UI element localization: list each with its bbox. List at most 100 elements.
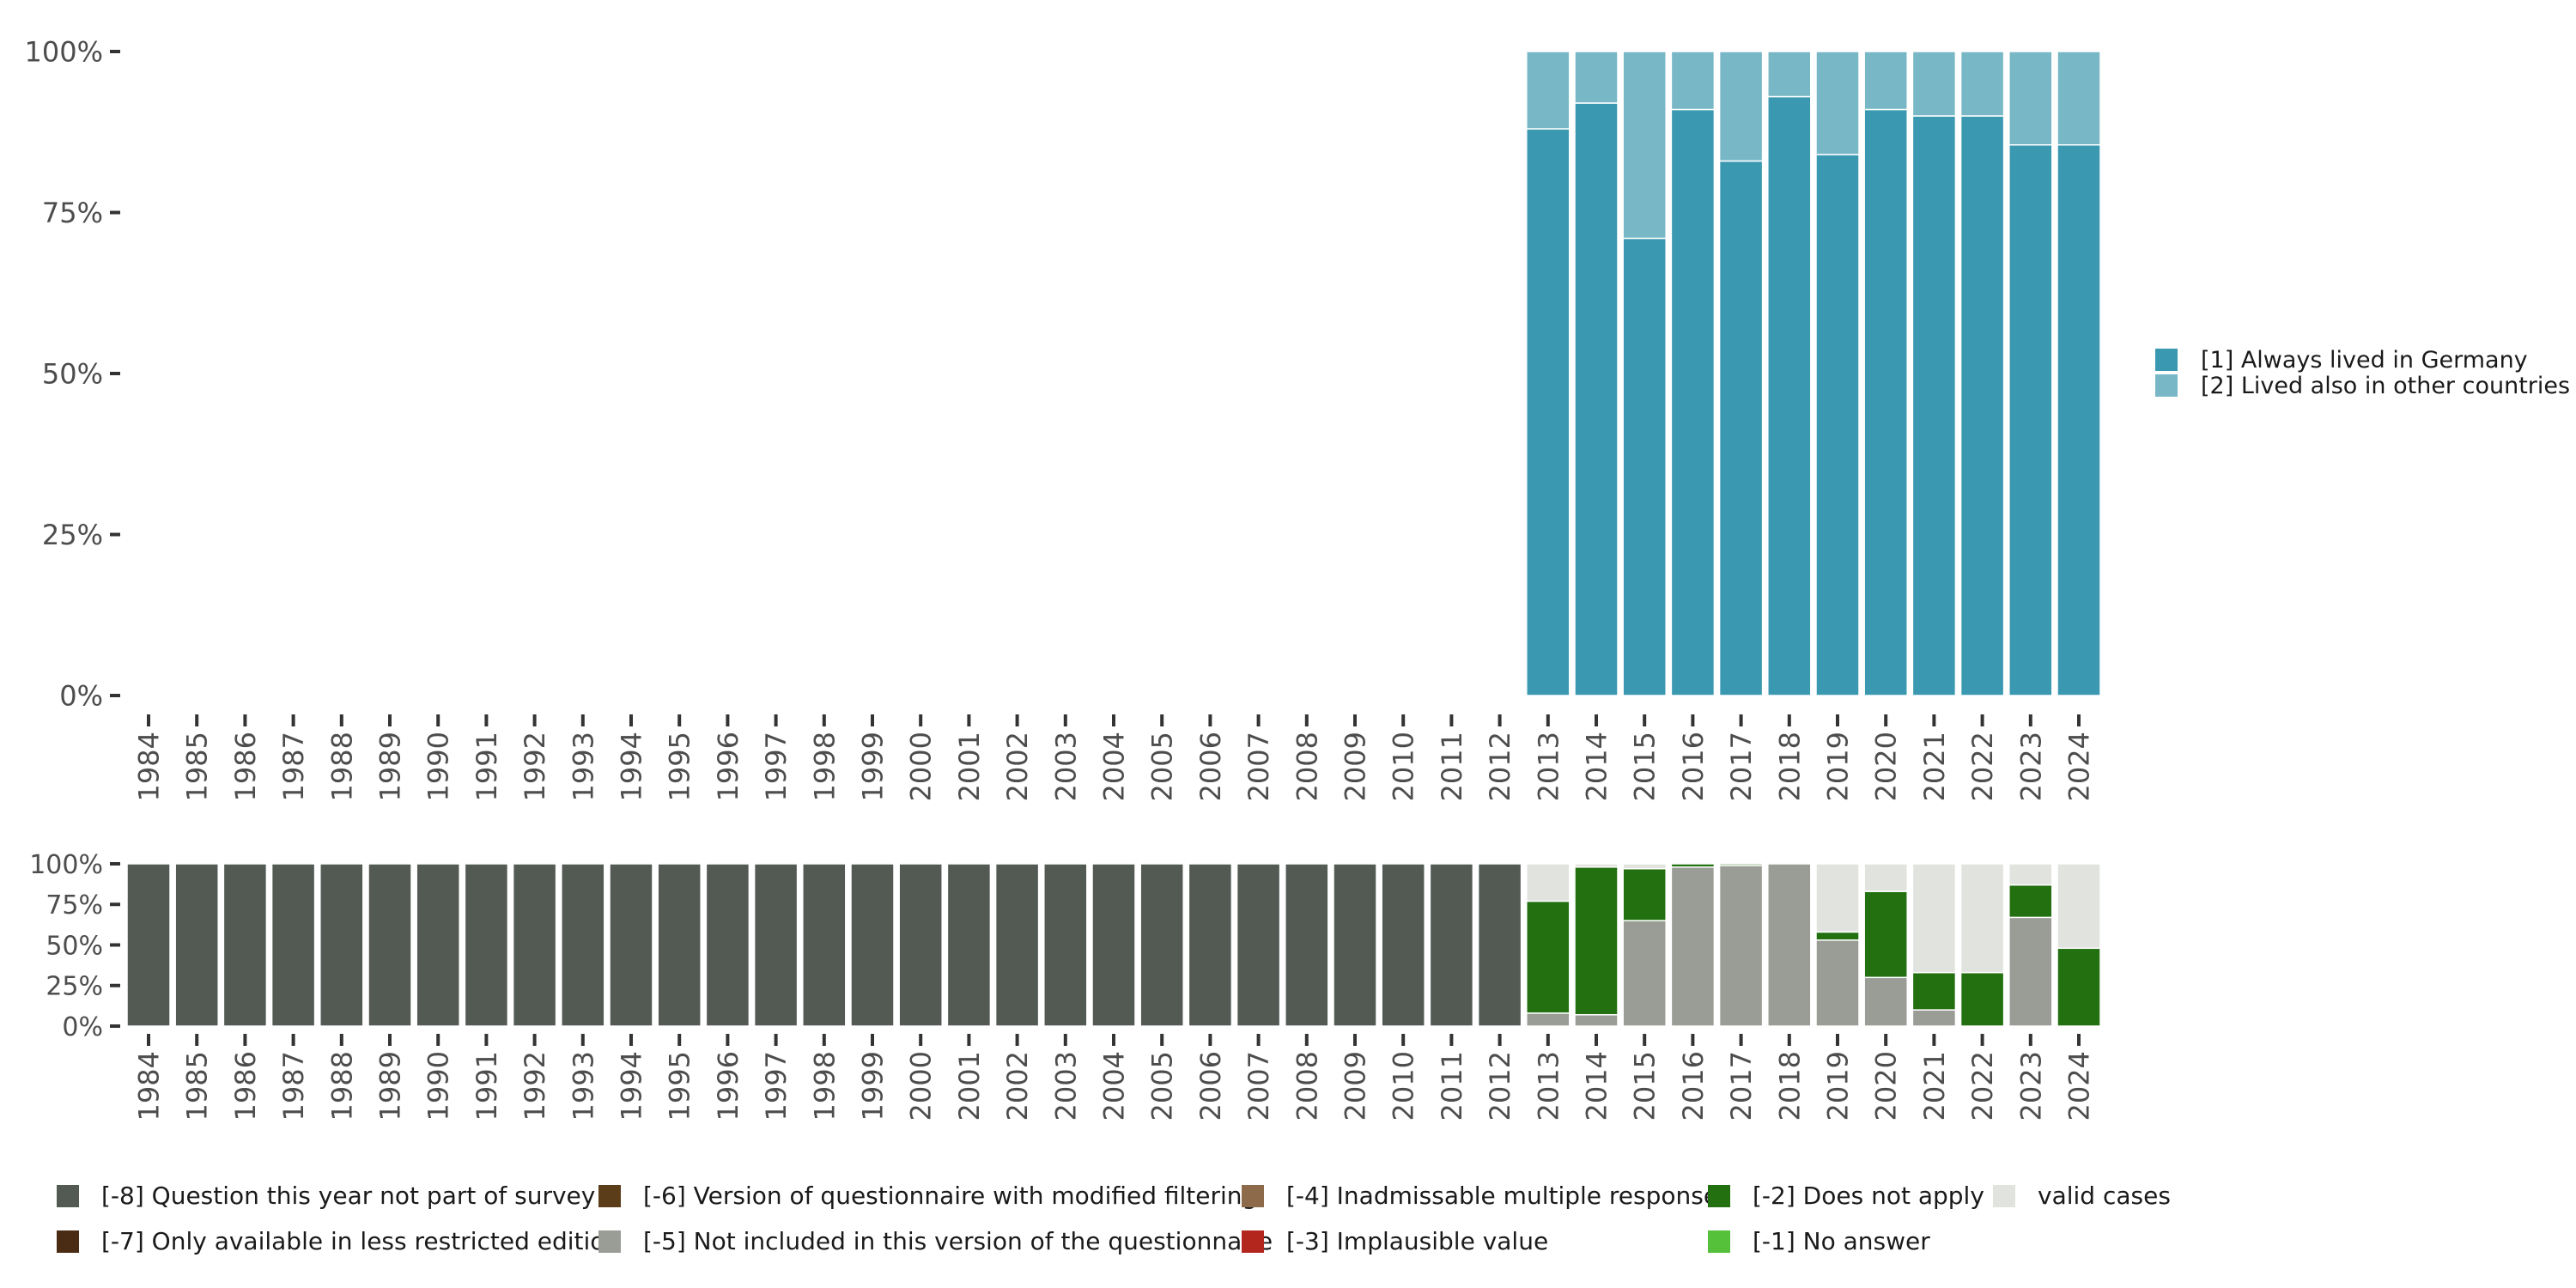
x-tick-label: 2020 (1870, 732, 1903, 801)
bar-segment (222, 863, 268, 1027)
bar-segment (1767, 95, 1812, 696)
y-tick-label: 25% (42, 519, 103, 551)
bar-segment (1285, 863, 1329, 1027)
bar-segment (1959, 115, 2005, 696)
x-tick-label: 1984 (133, 732, 166, 801)
bar-segment (1574, 51, 1619, 104)
legend-label: [2] Lived also in other countries (2201, 373, 2570, 399)
bar-segment (1622, 867, 1667, 921)
legend-label: valid cases (2038, 1182, 2171, 1210)
bar-segment (1670, 863, 1716, 868)
bar-segment (1622, 51, 1667, 240)
bar-segment (1526, 1012, 1571, 1027)
x-tick-label: 1986 (229, 1051, 262, 1121)
x-tick-label: 1994 (616, 732, 648, 801)
x-tick-label: 1990 (422, 732, 455, 801)
x-tick-label: 2011 (1436, 1051, 1468, 1121)
x-tick-label: 1998 (808, 1051, 841, 1121)
legend-swatch (1242, 1185, 1264, 1207)
x-tick-label: 2005 (1146, 732, 1179, 801)
bar-segment (464, 863, 509, 1027)
legend-label: [-5] Not included in this version of the… (643, 1227, 1273, 1255)
bar-segment (1911, 971, 1957, 1011)
x-tick-label: 1991 (471, 732, 503, 801)
bar-segment (174, 863, 219, 1027)
y-tick-label: 75% (42, 197, 103, 229)
bar-segment (802, 863, 847, 1027)
x-tick-label: 2020 (1870, 1051, 1903, 1121)
x-tick-label: 1985 (181, 732, 214, 801)
x-tick-label: 2007 (1242, 732, 1275, 801)
bar-segment (1863, 890, 1908, 979)
bar-segment (946, 863, 992, 1027)
x-tick-label: 2021 (1918, 732, 1951, 801)
bar-segment (1139, 863, 1184, 1027)
bar-segment (1670, 108, 1716, 696)
bar-segment (1670, 51, 1716, 111)
bar-segment (1091, 863, 1136, 1027)
bar-segment (1863, 976, 1908, 1027)
bar-segment (1188, 863, 1233, 1027)
x-tick-label: 1999 (857, 1051, 890, 1121)
y-tick-label: 0% (59, 680, 103, 713)
legend-swatch (598, 1185, 621, 1207)
bar-segment (1526, 863, 1571, 902)
y-tick-label: 0% (62, 1012, 103, 1042)
bar-segment (1767, 51, 1812, 98)
x-tick-label: 2018 (1773, 1051, 1806, 1121)
top-legend: [1] Always lived in Germany[2] Lived als… (2155, 347, 2570, 399)
bar-segment (1236, 863, 1281, 1027)
bar-segment (898, 863, 943, 1027)
bar-segment (2008, 863, 2053, 886)
bar-segment (1526, 128, 1571, 696)
bar-segment (2057, 947, 2101, 1027)
x-tick-label: 1989 (374, 1051, 407, 1121)
bar-segment (2057, 144, 2101, 696)
legend-swatch (57, 1230, 79, 1253)
x-tick-label: 1994 (616, 1051, 648, 1121)
bar-segment (1815, 154, 1860, 696)
bar-segment (1670, 866, 1716, 1027)
bar-segment (416, 863, 460, 1027)
legend-swatch (1708, 1185, 1730, 1207)
bar-segment (1911, 863, 1957, 974)
bar-segment (1718, 160, 1764, 696)
bar-segment (1815, 51, 1860, 155)
bar-segment (1911, 115, 1957, 696)
bar-segment (368, 863, 412, 1027)
bar-segment (1477, 863, 1522, 1027)
x-tick-label: 2005 (1146, 1051, 1179, 1121)
legend-swatch (2155, 374, 2178, 397)
x-tick-label: 1988 (325, 1051, 358, 1121)
y-tick-label: 50% (46, 931, 103, 961)
x-tick-label: 2010 (1388, 1051, 1420, 1121)
bar-segment (1381, 863, 1425, 1027)
bar-segment (1863, 108, 1908, 696)
bar-segment (2057, 51, 2101, 146)
legend-label: [-7] Only available in less restricted e… (101, 1227, 620, 1255)
x-tick-label: 1996 (712, 1051, 744, 1121)
x-tick-label: 2001 (953, 1051, 986, 1121)
legend-swatch (1242, 1230, 1264, 1253)
x-tick-label: 2022 (1966, 732, 1999, 801)
x-tick-label: 1989 (374, 732, 407, 801)
legend-label: [1] Always lived in Germany (2201, 347, 2528, 374)
x-tick-label: 1999 (857, 732, 890, 801)
legend-label: [-3] Implausible value (1286, 1227, 1548, 1255)
x-tick-label: 1985 (181, 1051, 214, 1121)
x-tick-label: 1992 (519, 1051, 551, 1121)
bar-segment (2008, 51, 2053, 146)
legend-label: [-6] Version of questionnaire with modif… (643, 1182, 1257, 1210)
x-tick-label: 2013 (1532, 1051, 1564, 1121)
bar-segment (994, 863, 1040, 1027)
x-tick-label: 1987 (277, 732, 310, 801)
y-tick-label: 50% (42, 358, 103, 391)
x-tick-label: 1988 (325, 732, 358, 801)
bar-segment (126, 863, 171, 1027)
x-tick-label: 2010 (1388, 732, 1420, 801)
x-tick-label: 1990 (422, 1051, 455, 1121)
x-tick-label: 2021 (1918, 1051, 1951, 1121)
top-chart: 100% 75% 50% 25% 0% 1984 1985 1986 1987 1988 1989 1… (25, 36, 2101, 801)
bar-segment (1622, 237, 1667, 696)
x-tick-label: 1995 (664, 1051, 696, 1121)
